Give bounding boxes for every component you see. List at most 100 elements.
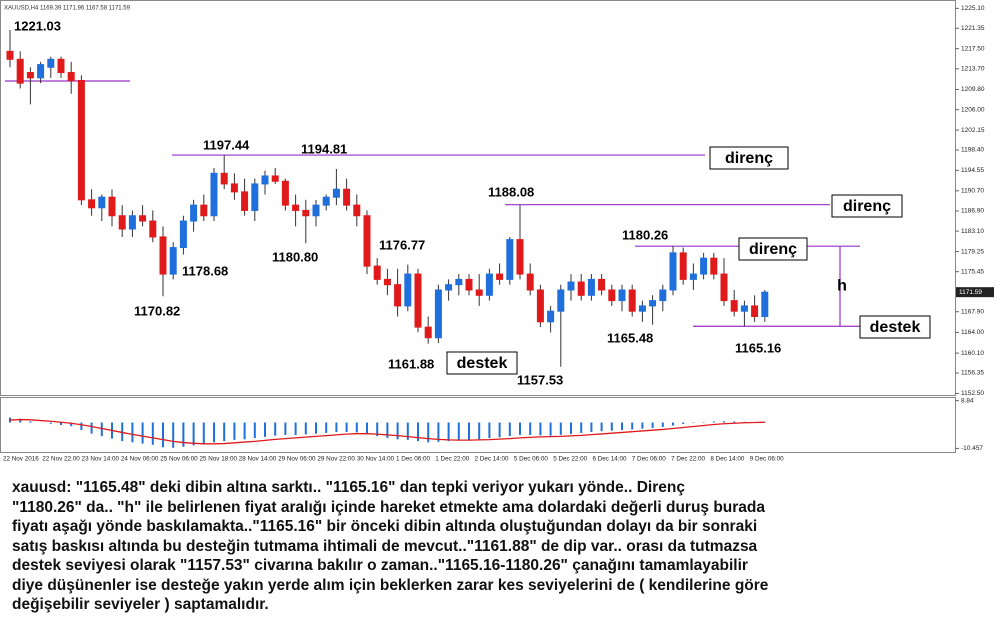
- candle-body: [618, 289, 626, 302]
- price-annotation: 1157.53: [517, 372, 563, 387]
- x-tick-label: 22 Nov 22:00: [42, 456, 80, 463]
- candle-body: [332, 188, 340, 198]
- x-tick-label: 2 Dec 14:00: [475, 456, 509, 463]
- x-tick-label: 1 Dec 22:00: [435, 456, 469, 463]
- label-box: [446, 351, 518, 375]
- candle-body: [638, 305, 646, 312]
- candle-body: [343, 188, 351, 206]
- y-tick-label: 1209.80: [961, 86, 985, 93]
- x-tick-label: 6 Dec 14:00: [593, 456, 627, 463]
- x-tick-label: 25 Nov 06:00: [160, 456, 198, 463]
- candle-body: [230, 183, 238, 193]
- chart-header: XAUUSD,H4 1169.39 1171.96 1167.58 1171.5…: [4, 6, 131, 12]
- candle-body: [434, 289, 442, 339]
- candle-body: [485, 273, 493, 296]
- macd-signal: [9, 418, 765, 445]
- candle-body: [220, 172, 228, 185]
- macd-tick-label: 8.84: [961, 397, 974, 404]
- candle-body: [77, 79, 85, 201]
- description-line: destek seviyesi olarak "1157.53" civarın…: [12, 557, 748, 574]
- price-annotation: 1178.68: [182, 263, 228, 278]
- price-annotation: 1170.82: [134, 303, 180, 318]
- description-line: diye düşünenler ise desteğe yakın yerde …: [12, 576, 769, 594]
- x-tick-label: 1 Dec 06:00: [396, 456, 430, 463]
- label-box: [859, 315, 931, 339]
- candle-body: [118, 215, 126, 230]
- price-frame: [0, 0, 956, 396]
- price-annotation: 1161.88: [388, 356, 434, 371]
- candle-body: [37, 64, 45, 79]
- y-tick-label: 1152.50: [961, 390, 984, 397]
- candle-body: [149, 220, 157, 238]
- box-label: direnç: [749, 241, 797, 258]
- y-tick-label: 1164.00: [961, 329, 984, 336]
- candle-body: [6, 50, 14, 60]
- x-tick-label: 7 Dec 06:00: [632, 456, 666, 463]
- description-line: xauusd: "1165.48" deki dibin altına sark…: [12, 479, 685, 496]
- candle-body: [598, 278, 606, 291]
- candle-body: [730, 300, 738, 312]
- box-label: destek: [870, 319, 921, 336]
- candle-body: [424, 326, 432, 339]
- description-line: "1180.26" da.. "h" ile belirlenen fiyat …: [12, 498, 766, 516]
- box-label: direnç: [843, 198, 891, 215]
- x-tick-label: 8 Dec 14:00: [710, 456, 744, 463]
- candle-body: [169, 247, 177, 275]
- candle-body: [353, 204, 361, 217]
- price-annotation: 1197.44: [203, 137, 250, 152]
- price-annotation: 1165.48: [607, 330, 653, 345]
- label-box: [709, 146, 789, 170]
- y-tick-label: 1206.00: [961, 106, 985, 113]
- x-tick-label: 9 Dec 06:00: [750, 456, 784, 463]
- candle-body: [649, 300, 657, 307]
- candle-body: [271, 175, 279, 182]
- candle-body: [159, 236, 167, 275]
- label-box: [738, 237, 808, 261]
- y-tick-label: 1183.10: [961, 228, 984, 235]
- y-tick-label: 1225.10: [961, 5, 985, 12]
- price-annotation: 1194.81: [301, 141, 347, 156]
- x-tick-label: 28 Nov 14:00: [239, 456, 277, 463]
- y-tick-label: 1194.55: [961, 167, 984, 174]
- candle-body: [475, 289, 483, 296]
- y-tick-label: 1190.70: [961, 188, 984, 195]
- candle-body: [139, 215, 147, 222]
- candle-body: [302, 209, 310, 217]
- candle-body: [383, 278, 391, 286]
- candle-body: [179, 220, 187, 249]
- x-tick-label: 29 Nov 22:00: [317, 456, 355, 463]
- candle-body: [608, 289, 616, 302]
- candle-body: [322, 196, 330, 206]
- candle-body: [751, 305, 759, 318]
- range-label: h: [837, 277, 847, 294]
- candle-body: [700, 257, 708, 275]
- candle-body: [465, 278, 473, 291]
- candle-body: [710, 257, 718, 275]
- candle-body: [659, 289, 667, 302]
- price-annotation: 1176.77: [379, 237, 425, 252]
- candle-body: [241, 191, 249, 211]
- y-tick-label: 1217.50: [961, 45, 985, 52]
- candle-body: [547, 310, 555, 323]
- candle-body: [373, 265, 381, 280]
- candle-body: [128, 215, 136, 230]
- candle-body: [506, 239, 514, 280]
- last-price-box: [956, 287, 994, 298]
- candle-body: [363, 215, 371, 267]
- x-tick-label: 25 Nov 18:00: [200, 456, 238, 463]
- candle-body: [190, 204, 198, 222]
- candle-body: [628, 289, 636, 312]
- price-annotation: 1188.08: [488, 184, 534, 199]
- candle-body: [689, 273, 697, 280]
- x-tick-label: 24 Nov 06:00: [121, 456, 159, 463]
- candle-body: [404, 273, 412, 307]
- candle-body: [445, 284, 453, 291]
- description-line: satış baskısı altında bu desteğin tutmam…: [12, 537, 758, 555]
- candle-body: [57, 58, 65, 74]
- box-label: destek: [457, 355, 508, 372]
- chart: XAUUSD,H4 1169.39 1171.96 1167.58 1171.5…: [0, 0, 994, 463]
- candle-body: [516, 239, 524, 275]
- description: xauusd: "1165.48" deki dibin altına sark…: [12, 478, 992, 615]
- candle-body: [312, 204, 320, 217]
- x-tick-label: 5 Dec 22:00: [553, 456, 587, 463]
